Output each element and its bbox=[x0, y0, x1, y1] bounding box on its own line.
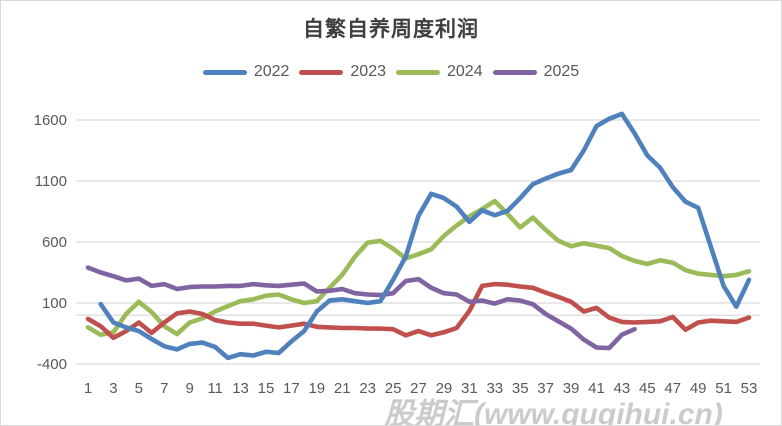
x-tick-label: 17 bbox=[283, 380, 300, 397]
legend-swatch-2024 bbox=[396, 69, 440, 75]
x-tick-label: 43 bbox=[614, 380, 631, 397]
legend-label: 2025 bbox=[543, 63, 580, 80]
x-tick-label: 9 bbox=[186, 380, 194, 397]
x-tick-label: 37 bbox=[537, 380, 554, 397]
legend-item-2024: 2024 bbox=[396, 63, 483, 81]
y-tick-label: 600 bbox=[42, 234, 67, 251]
legend-swatch-2023 bbox=[299, 69, 344, 75]
x-tick-label: 51 bbox=[715, 380, 732, 397]
x-tick-label: 31 bbox=[461, 380, 478, 397]
legend-label: 2024 bbox=[447, 63, 483, 80]
x-tick-label: 11 bbox=[207, 380, 223, 397]
x-tick-label: 19 bbox=[308, 380, 325, 397]
x-tick-label: 13 bbox=[232, 380, 249, 397]
series-line-2022 bbox=[98, 111, 752, 361]
legend-swatch-2025 bbox=[492, 69, 537, 75]
x-tick-label: 33 bbox=[486, 380, 503, 397]
series-line-2025 bbox=[85, 265, 637, 351]
series-line-2024 bbox=[85, 198, 752, 338]
x-tick-label: 15 bbox=[258, 380, 275, 397]
x-tick-label: 39 bbox=[563, 380, 580, 397]
x-tick-label: 23 bbox=[359, 380, 376, 397]
y-tick-label: -400 bbox=[37, 356, 67, 373]
x-tick-label: 53 bbox=[741, 380, 758, 397]
x-tick-label: 21 bbox=[334, 380, 351, 397]
x-tick-label: 35 bbox=[512, 380, 529, 397]
x-tick-label: 41 bbox=[588, 380, 605, 397]
legend-item-2023: 2023 bbox=[299, 63, 386, 81]
y-tick-label: 1600 bbox=[34, 112, 67, 129]
x-tick-label: 25 bbox=[385, 380, 402, 397]
x-tick-label: 27 bbox=[410, 380, 427, 397]
legend-item-2022: 2022 bbox=[202, 63, 290, 81]
chart-title: 自繁自养周度利润 bbox=[303, 18, 479, 41]
x-tick-label: 45 bbox=[639, 380, 656, 397]
y-tick-label: 100 bbox=[42, 295, 67, 312]
x-tick-label: 49 bbox=[690, 380, 707, 397]
x-tick-label: 47 bbox=[664, 380, 681, 397]
legend-item-2025: 2025 bbox=[492, 63, 580, 81]
x-tick-label: 7 bbox=[160, 380, 168, 397]
chart-legend: 2022 2023 2024 2025 bbox=[1, 63, 781, 81]
series-line-2023 bbox=[85, 281, 752, 341]
legend-label: 2022 bbox=[253, 63, 290, 80]
x-tick-label: 3 bbox=[109, 380, 117, 397]
y-tick-label: 1100 bbox=[35, 173, 67, 190]
x-tick-label: 5 bbox=[135, 380, 143, 397]
legend-swatch-2022 bbox=[202, 69, 247, 75]
x-tick-label: 1 bbox=[84, 380, 92, 397]
legend-label: 2023 bbox=[350, 63, 386, 80]
x-tick-label: 29 bbox=[436, 380, 453, 397]
